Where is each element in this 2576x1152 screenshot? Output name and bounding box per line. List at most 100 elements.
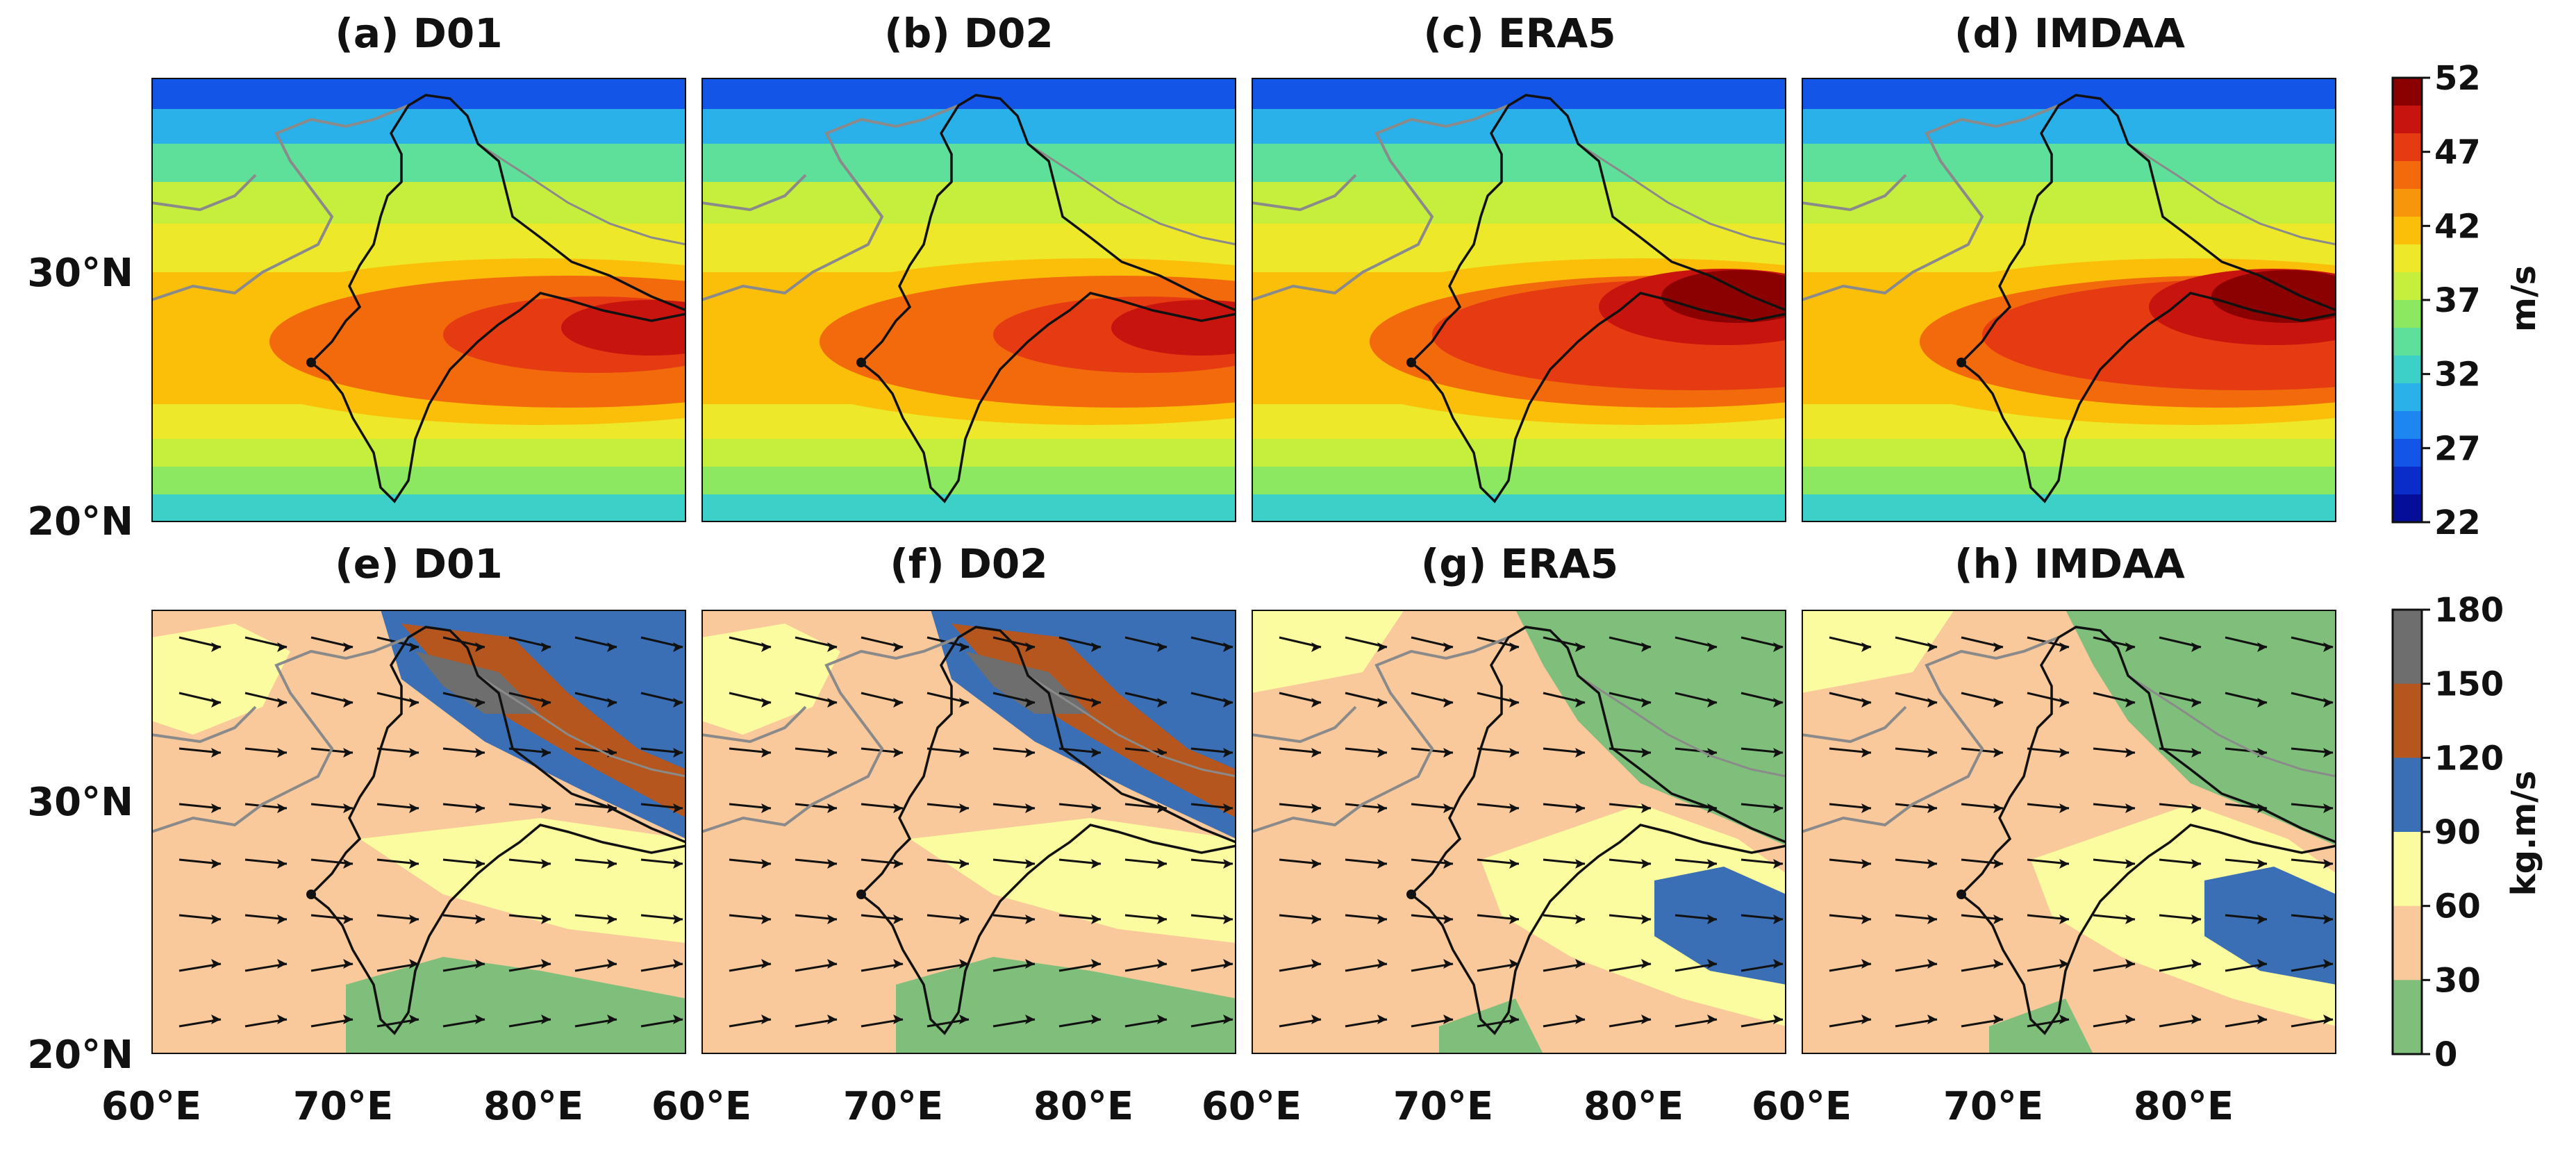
wind-arrowhead [277,859,287,869]
wind-arrowhead [607,959,617,969]
xtick-p1-60e: 60°E [101,1084,201,1129]
wind-arrowhead [1443,859,1453,869]
wind-arrowhead [2059,803,2069,813]
wind-arrowhead [1927,915,1937,924]
wind-arrowhead [893,803,903,813]
wind-arrowhead [1509,915,1519,924]
wind-arrowhead [2191,803,2201,813]
wind-arrowhead [1025,1015,1035,1024]
wind-arrowhead [1311,859,1321,869]
wind-colorbar-swatch [2393,78,2422,106]
country-border-himalaya [1577,142,1786,246]
flux-gray-terrain [965,651,1090,714]
wind-arrowhead [1311,642,1321,652]
wind-arrowhead [2125,959,2135,969]
wind-arrowhead [1575,859,1585,869]
xtick-p1-80e: 80°E [483,1084,583,1129]
wind-arrowhead [1091,1015,1101,1024]
wind-arrowhead [2059,959,2069,969]
wind-band [1252,144,1786,182]
wind-arrowhead [1025,915,1035,924]
wind-arrowhead [1223,698,1233,708]
flux-colorbar-tick-label: 60 [2434,887,2481,926]
wind-arrowhead [343,915,353,924]
wind-arrowhead [827,803,837,813]
wind-arrowhead [1927,642,1937,652]
wind-arrowhead [1641,1015,1651,1024]
wind-panel [701,78,1236,522]
wind-arrowhead [475,698,485,708]
wind-arrowhead [2125,915,2135,924]
flux-colorbar-swatch [2393,683,2422,758]
panel-title-a: (a) D01 [335,10,502,57]
wind-panel [151,78,686,522]
wind-arrowhead [1927,748,1937,758]
wind-arrowhead [1861,959,1871,969]
panel-title-g: (g) ERA5 [1421,540,1618,587]
wind-colorbar-swatch [2393,467,2422,495]
wind-panel [1802,78,2336,522]
wind-arrowhead [959,1015,969,1024]
wind-arrowhead [1993,803,2003,813]
wind-arrowhead [409,1015,419,1024]
wind-arrowhead [541,915,551,924]
wind-arrowhead [607,642,617,652]
xtick-p4-80e: 80°E [2134,1084,2234,1129]
xtick-p2-60e: 60°E [651,1084,751,1129]
flux-green-south [1989,999,2093,1054]
wind-arrowhead [761,1015,771,1024]
flux-green-north [1515,610,1786,846]
wind-arrowhead [1091,959,1101,969]
india-boundary [859,626,1236,1035]
flux-colorbar-swatch [2393,758,2422,833]
wind-arrowhead [1157,915,1167,924]
flux-colorbar-unit: kg.m/s [2504,771,2543,896]
wind-band [1802,439,2336,467]
wind-arrowhead [1773,859,1783,869]
wind-arrowhead [1157,698,1167,708]
wind-arrowhead [607,859,617,869]
wind-arrowhead [1311,803,1321,813]
jet-core [561,300,686,356]
wind-band [1252,109,1786,144]
wind-arrowhead [541,642,551,652]
country-border-himalaya [477,142,686,246]
wind-arrowhead [1993,642,2003,652]
moisture-flux-panels [151,610,2336,1054]
wind-arrowhead [1311,959,1321,969]
wind-arrowhead [673,959,683,969]
wind-arrowhead [959,915,969,924]
country-border-west [1802,104,2059,301]
wind-arrowhead [893,642,903,652]
wind-band [151,78,686,109]
country-border-iran [151,174,257,212]
wind-band [701,439,1236,467]
wind-colorbar-swatch [2393,244,2422,273]
india-boundary [1409,94,1786,503]
country-border-himalaya [2127,674,2336,778]
wind-arrowhead [893,748,903,758]
wind-arrowhead [1377,748,1387,758]
wind-band [1802,182,2336,224]
wind-arrowhead [1641,748,1651,758]
wind-arrowhead [827,1015,837,1024]
wind-arrowhead [1575,748,1585,758]
wind-arrowhead [475,915,485,924]
wind-band [1802,467,2336,494]
axes-labels: 30°N 20°N 30°N 20°N 60°E 70°E 80°E 60°E … [27,251,2234,1129]
gulf-marker [1956,890,1966,899]
wind-arrowhead [1311,1015,1321,1024]
flux-colorbar-tick-label: 30 [2434,961,2481,1000]
wind-arrowhead [1091,859,1101,869]
wind-arrowhead [409,748,419,758]
wind-arrowhead [1443,642,1453,652]
wind-arrowhead [1861,1015,1871,1024]
wind-arrowhead [761,959,771,969]
wind-arrowhead [2125,859,2135,869]
india-boundary [859,94,1236,503]
wind-arrowhead [761,748,771,758]
wind-arrowhead [1443,748,1453,758]
wind-arrowhead [1773,1015,1783,1024]
wind-arrowhead [761,698,771,708]
wind-arrowhead [541,859,551,869]
